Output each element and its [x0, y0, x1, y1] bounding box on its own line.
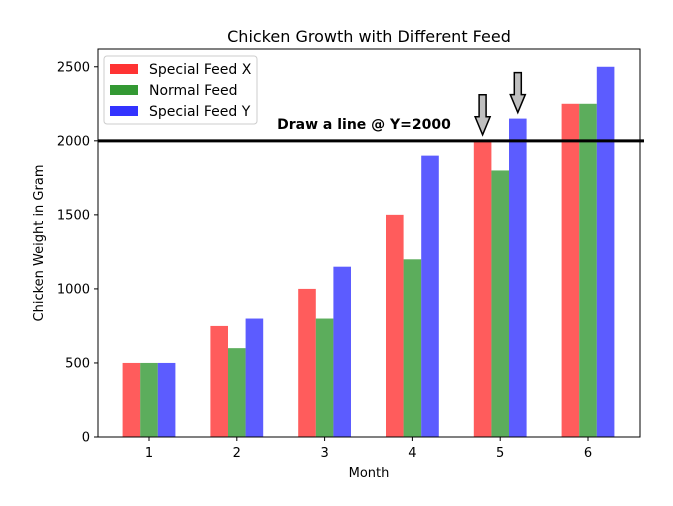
bar-normal-feed-month-5 [491, 170, 509, 437]
legend: Special Feed X Normal Feed Special Feed … [103, 55, 258, 125]
x-axis-label: Month [349, 466, 390, 481]
bar-normal-feed-month-2 [228, 348, 246, 437]
bar-normal-feed-month-1 [140, 362, 158, 437]
y-tick-label: 1000 [57, 282, 90, 297]
bar-special-feed-x-month-1 [122, 362, 141, 437]
bar-special-feed-y-month-6 [596, 66, 615, 438]
y-axis-ticks: 0 500 1000 1500 2000 2500 [57, 60, 98, 446]
legend-label-normal-feed: Normal Feed [149, 83, 238, 99]
y-tick-label: 2000 [57, 134, 90, 149]
bar-special-feed-x-month-2 [210, 325, 228, 437]
plot-frame [97, 48, 641, 438]
x-tick-label: 3 [320, 446, 328, 461]
y-tick-label: 1500 [57, 208, 90, 223]
annotation-arrow-2 [509, 71, 527, 115]
legend-swatch-normal-feed [110, 85, 138, 95]
legend-swatch-special-feed-y [110, 106, 138, 116]
legend-swatch-special-feed-x [110, 64, 138, 74]
x-tick-label: 1 [145, 446, 153, 461]
bar-normal-feed-month-4 [403, 259, 422, 437]
legend-label-special-feed-y: Special Feed Y [149, 104, 251, 120]
bar-special-feed-y-month-4 [421, 155, 439, 437]
y-tick-label: 2500 [57, 60, 90, 75]
legend-frame [103, 55, 258, 125]
x-axis-ticks: 1 2 3 4 5 6 [145, 437, 592, 461]
legend-label-special-feed-x: Special Feed X [149, 62, 252, 78]
bar-special-feed-x-month-3 [298, 288, 316, 437]
bar-special-feed-x-month-4 [386, 214, 404, 437]
bar-special-feed-x-month-5 [473, 140, 492, 437]
bar-normal-feed-month-3 [315, 318, 334, 437]
chart-title: Chicken Growth with Different Feed [227, 27, 511, 46]
x-tick-label: 5 [496, 446, 504, 461]
annotation-text: Draw a line @ Y=2000 [277, 117, 451, 133]
arrows-group [473, 71, 527, 137]
y-tick-label: 0 [82, 431, 90, 446]
y-tick-label: 500 [65, 356, 90, 371]
x-tick-label: 6 [584, 446, 592, 461]
y-axis-label: Chicken Weight in Gram [32, 165, 47, 322]
bar-special-feed-y-month-3 [333, 266, 351, 437]
x-tick-label: 4 [408, 446, 416, 461]
bar-special-feed-y-month-2 [245, 318, 264, 437]
bar-special-feed-y-month-5 [509, 118, 527, 437]
x-tick-label: 2 [233, 446, 241, 461]
bar-special-feed-x-month-6 [561, 103, 580, 437]
bar-special-feed-y-month-1 [157, 362, 176, 437]
annotation-arrow-1 [473, 94, 492, 137]
bar-normal-feed-month-6 [579, 103, 597, 437]
bars-group [122, 66, 615, 438]
